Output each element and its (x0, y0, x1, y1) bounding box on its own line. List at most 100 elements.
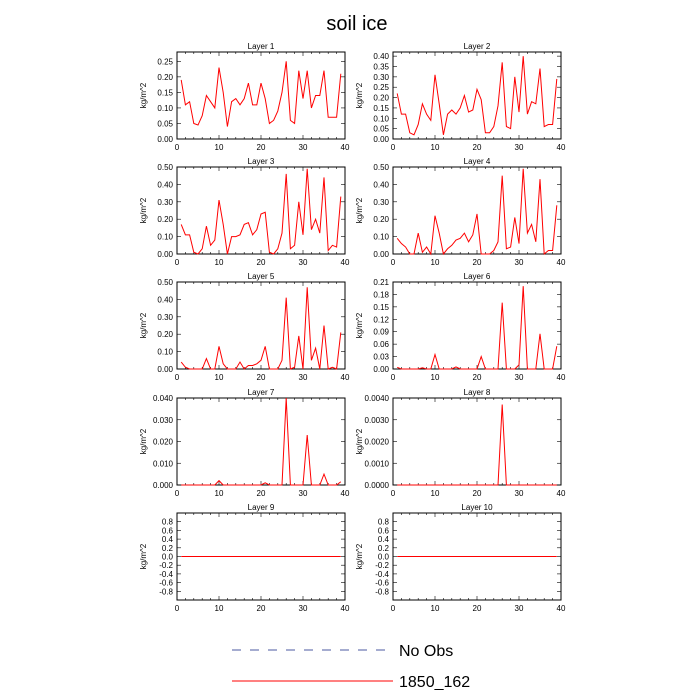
y-tick-label: 0.0020 (365, 438, 390, 447)
y-tick-label: 0.03 (373, 353, 389, 362)
panel-layer-8: Layer 8 0 10 20 30 40 0.0000 0.0010 0.0020 0.0030… (355, 388, 566, 498)
series-line-1850_162 (397, 286, 558, 370)
y-tick-label: 0.30 (373, 198, 389, 207)
y-tick-label: -0.6 (375, 579, 389, 588)
x-tick-label: 30 (515, 143, 524, 152)
x-tick-label: 10 (431, 373, 440, 382)
plot-frame (176, 166, 346, 255)
x-tick-label: 10 (215, 373, 224, 382)
x-tick-label: 10 (215, 258, 224, 267)
legend: No Obs 1850_162 (232, 643, 470, 691)
y-tick-label: 0.15 (373, 104, 389, 113)
panel-title: Layer 6 (464, 272, 491, 281)
y-tick-label: 0.12 (373, 315, 389, 324)
series-line-1850_162 (396, 56, 558, 136)
y-tick-label: 0.50 (157, 163, 173, 172)
x-tick-label: 40 (341, 489, 350, 498)
y-tick-label: -0.2 (375, 561, 389, 570)
series-line-1850_162 (180, 287, 342, 370)
x-tick-label: 0 (175, 489, 180, 498)
x-tick-label: 30 (299, 258, 308, 267)
y-tick-label: 0.0010 (365, 459, 390, 468)
y-tick-label: 0.50 (157, 278, 173, 287)
x-tick-label: 30 (515, 604, 524, 613)
panel-layer-4: Layer 4 0 10 20 30 40 0.00 0.10 0.20 0.30 0.40 0.50… (355, 157, 566, 267)
x-tick-label: 10 (431, 489, 440, 498)
plot-frame (392, 397, 562, 486)
panel-layer-3: Layer 3 0 10 20 30 40 0.00 0.10 0.20 0.30 0.40 0.50… (139, 157, 350, 267)
legend-label: 1850_162 (399, 674, 470, 691)
x-tick-label: 40 (557, 258, 566, 267)
legend-label: No Obs (399, 643, 453, 660)
x-tick-label: 30 (299, 373, 308, 382)
y-tick-label: 0.10 (373, 233, 389, 242)
panel-grid: Layer 10 10 20 30 400.000.050.100.150.200.25… (139, 42, 566, 613)
y-tick-label: 0.10 (373, 114, 389, 123)
y-tick-label: -0.4 (375, 570, 389, 579)
y-tick-label: 0.0040 (365, 394, 390, 403)
x-tick-label: 40 (341, 373, 350, 382)
y-tick-label: -0.8 (159, 587, 173, 596)
x-tick-label: 10 (215, 604, 224, 613)
x-tick-label: 10 (215, 489, 224, 498)
panel-layer-2: Layer 2 0 10 20 30 40 0.000.05 0.100.150.20 0.25… (355, 42, 566, 152)
panel-layer-9: Layer 90 10 20 30 400.80.60.40.20.0-0.2-0.4-… (139, 503, 350, 613)
y-tick-label: 0.18 (373, 290, 389, 299)
x-tick-label: 0 (391, 489, 396, 498)
y-tick-label: 0.20 (373, 94, 389, 103)
y-axis-label: kg/m^2 (355, 82, 364, 108)
y-tick-label: 0.06 (373, 340, 389, 349)
y-tick-label: 0.0 (162, 553, 174, 562)
panel-layer-1: Layer 1 0 10 20 30 40 0.00 0.05 0.10 0.15 0.20 0.25… (139, 42, 350, 152)
x-tick-label: 0 (175, 373, 180, 382)
y-tick-label: 0.040 (153, 394, 174, 403)
panel-layer-6: Layer 6 0 10 20 30 40 0.00 0.03 0.06 0.09 0.12 0.15… (355, 272, 566, 382)
plot-frame (176, 397, 346, 486)
panel-title: Layer 2 (464, 42, 491, 51)
series-line-1850_162 (396, 168, 558, 256)
y-tick-label: 0.4 (162, 535, 174, 544)
y-tick-label: 0.6 (162, 526, 174, 535)
x-tick-label: 10 (431, 604, 440, 613)
x-tick-label: 20 (257, 258, 266, 267)
y-tick-label: 0.8 (162, 518, 174, 527)
y-axis-label: kg/m^2 (139, 543, 148, 569)
x-tick-label: 40 (557, 143, 566, 152)
y-axis-label: kg/m^2 (355, 312, 364, 338)
y-tick-label: 0.09 (373, 328, 389, 337)
y-tick-label: 0.20 (157, 215, 173, 224)
y-tick-label: 0.30 (373, 73, 389, 82)
y-tick-label: -0.8 (375, 587, 389, 596)
plot-frame (392, 281, 562, 370)
x-tick-label: 30 (299, 489, 308, 498)
y-tick-label: 0.00 (373, 135, 389, 144)
figure-title: soil ice (326, 13, 387, 35)
x-tick-label: 40 (341, 143, 350, 152)
x-tick-label: 0 (175, 604, 180, 613)
series-line-1850_162 (397, 404, 557, 486)
x-tick-label: 30 (515, 373, 524, 382)
panel-layer-7: Layer 7 0 10 20 30 40 0.000 0.010 0.020 0.030 0.04… (139, 388, 350, 498)
y-tick-label: 0.00 (373, 365, 389, 374)
y-tick-label: 0.25 (373, 83, 389, 92)
y-tick-label: 0.30 (157, 198, 173, 207)
y-axis-label: kg/m^2 (139, 428, 148, 454)
x-tick-label: 30 (299, 143, 308, 152)
panel-title: Layer 10 (461, 503, 493, 512)
y-axis-label: kg/m^2 (355, 197, 364, 223)
x-tick-label: 10 (431, 258, 440, 267)
y-tick-label: 0.0030 (365, 416, 390, 425)
y-tick-label: 0.2 (162, 544, 174, 553)
x-tick-label: 30 (299, 604, 308, 613)
y-tick-label: 0.30 (157, 313, 173, 322)
x-tick-label: 30 (515, 489, 524, 498)
y-tick-label: 0.0000 (365, 481, 390, 490)
x-tick-label: 40 (557, 373, 566, 382)
x-tick-label: 20 (473, 489, 482, 498)
y-tick-label: 0.00 (373, 250, 389, 259)
series-line-1850_162 (180, 168, 342, 255)
y-tick-label: 0.21 (373, 278, 389, 287)
x-tick-label: 0 (391, 143, 396, 152)
y-tick-label: -0.2 (159, 561, 173, 570)
